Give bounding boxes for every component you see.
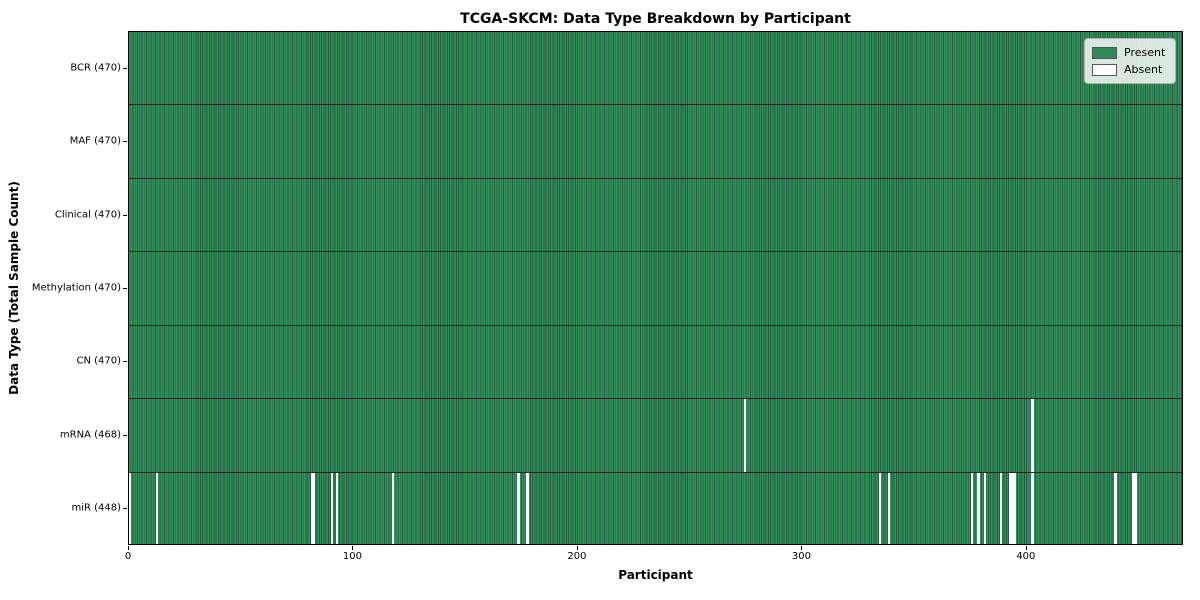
x-tick-mark (352, 546, 354, 550)
x-tick-label: 100 (342, 551, 363, 562)
y-tick-mark (123, 67, 127, 69)
row-mrna (129, 399, 1182, 473)
y-tick-mark (123, 508, 127, 510)
absent-stripe (155, 472, 159, 544)
absent-stripe (878, 472, 881, 544)
chart-title: TCGA-SKCM: Data Type Breakdown by Partic… (460, 11, 851, 27)
x-tick-label: 0 (124, 551, 132, 562)
y-tick-label: MAF (470) (69, 135, 121, 147)
absent-stripe (744, 399, 747, 472)
plot-area (128, 31, 1183, 545)
absent-stripe (313, 472, 316, 544)
absent-stripe (1114, 472, 1117, 544)
absent-swatch-icon (1092, 63, 1117, 76)
absent-stripe (984, 472, 987, 544)
y-tick-mark (123, 214, 127, 216)
legend: Present Absent (1084, 38, 1176, 84)
y-tick-label: miR (448) (71, 502, 121, 514)
row-cn (129, 326, 1182, 400)
absent-stripe (1008, 472, 1012, 544)
x-tick-mark (128, 546, 129, 550)
legend-item-absent: Absent (1092, 61, 1167, 78)
x-axis-label: Participant (618, 568, 693, 582)
y-tick-label: BCR (470) (70, 62, 121, 74)
absent-stripe (1031, 472, 1034, 544)
x-tick-mark (801, 546, 803, 550)
y-tick-mark (123, 141, 127, 143)
row-mir (129, 472, 1182, 544)
absent-stripe (331, 472, 334, 544)
absent-stripe (977, 472, 980, 544)
absent-stripe (1031, 399, 1034, 472)
absent-stripe (887, 472, 890, 544)
legend-item-present: Present (1092, 44, 1167, 61)
absent-stripe (1013, 472, 1016, 544)
absent-stripe (1132, 472, 1135, 544)
x-tick-label: 400 (1016, 551, 1036, 562)
y-tick-mark (123, 288, 127, 289)
y-tick-label: mRNA (468) (59, 429, 121, 441)
absent-stripe (517, 472, 520, 544)
x-tick-mark (576, 546, 578, 550)
present-swatch-icon (1092, 46, 1117, 59)
absent-stripe (391, 472, 394, 544)
absent-stripe (1011, 472, 1014, 544)
y-tick-mark (123, 434, 127, 436)
legend-absent-label: Absent (1124, 63, 1163, 76)
x-tick-label: 200 (567, 551, 587, 562)
row-methylation (129, 252, 1182, 326)
legend-present-label: Present (1124, 46, 1166, 59)
absent-stripe (999, 472, 1003, 544)
y-axis-label: Data Type (Total Sample Count) (7, 181, 21, 395)
y-tick-label: CN (470) (76, 355, 121, 367)
absent-stripe (1134, 472, 1137, 544)
absent-stripe (129, 472, 132, 544)
x-tick-mark (1025, 546, 1027, 550)
y-tick-label: Methylation (470) (31, 282, 121, 294)
row-clinical (129, 179, 1182, 253)
y-tick-mark (123, 361, 127, 363)
absent-stripe (526, 472, 529, 544)
absent-stripe (970, 472, 973, 544)
absent-stripe (310, 472, 314, 544)
x-tick-label: 300 (791, 551, 811, 562)
row-maf (129, 105, 1182, 179)
absent-stripe (335, 472, 338, 544)
row-bcr (129, 32, 1182, 106)
y-tick-label: Clinical (470) (54, 209, 121, 221)
